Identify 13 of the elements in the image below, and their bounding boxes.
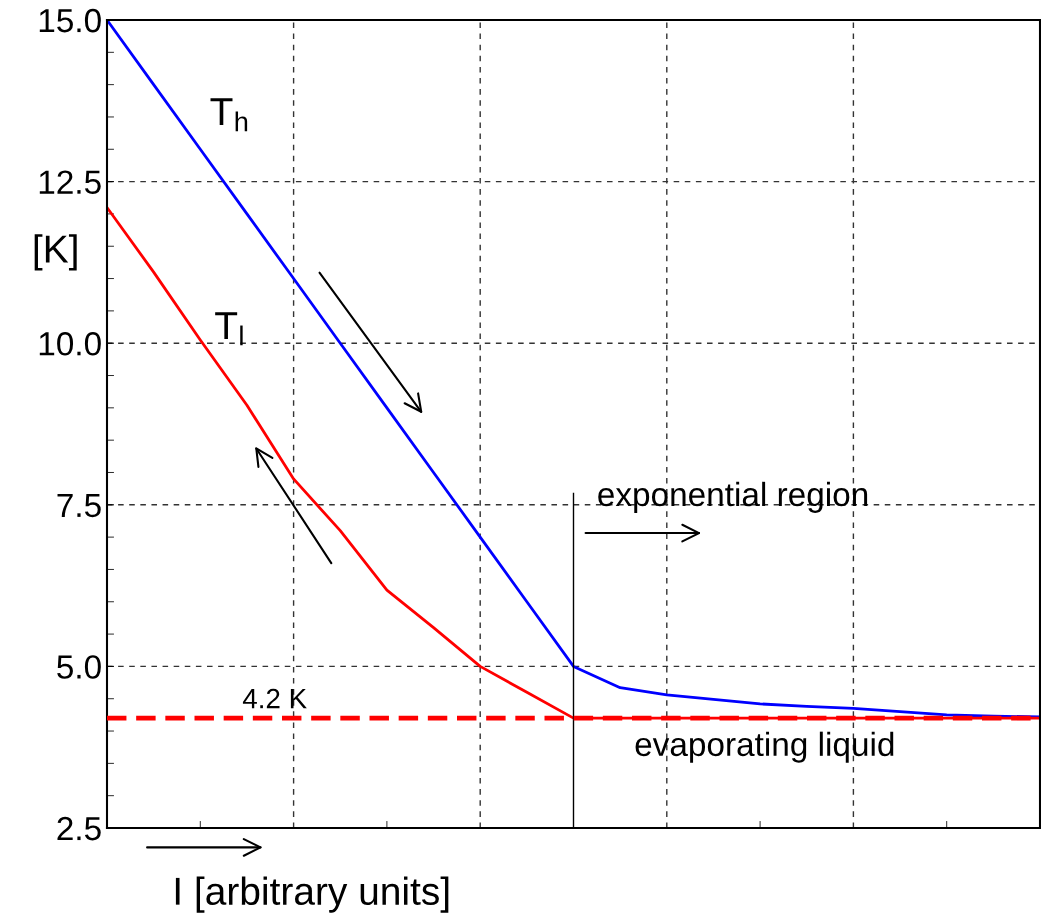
annotation: evaporating liquid: [635, 731, 894, 763]
y-tick-label: 7.5: [57, 493, 101, 518]
y-tick-label: 10.0: [39, 332, 101, 356]
y-tick-label: 5.0: [57, 655, 101, 679]
annotation: T$_{l}$: [215, 312, 243, 346]
annotation: T$_{h}$: [210, 98, 248, 132]
y-tick-label: 2.5: [57, 816, 101, 841]
y-axis-title: [K]: [34, 234, 77, 271]
annotation: exponential region: [598, 481, 868, 513]
ref-line-label: 4.2 K: [242, 688, 307, 709]
y-tick-label: 12.5: [39, 170, 101, 195]
x-axis-title: I [arbitrary units]: [175, 876, 449, 913]
y-tick-label: 15.0: [39, 8, 101, 33]
